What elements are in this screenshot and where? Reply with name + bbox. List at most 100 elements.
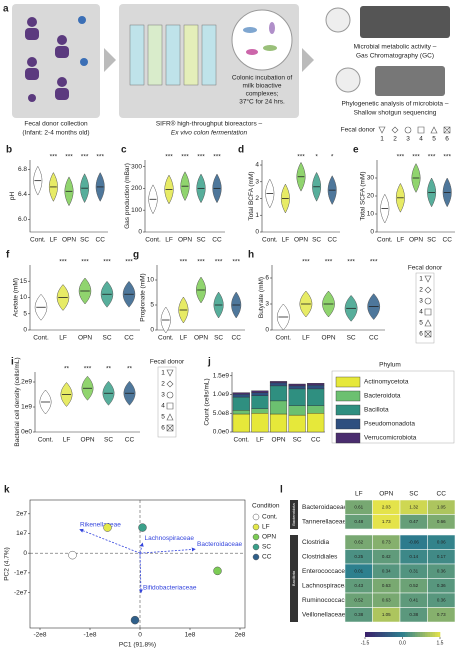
x-tick-label: LF <box>302 335 310 342</box>
y-axis-label: Gas production (mBar) <box>124 163 131 229</box>
legend-marker <box>252 513 260 521</box>
legend-label: Bacillota <box>364 407 389 414</box>
colorbar <box>435 632 438 637</box>
cell-label: 0.17 <box>437 554 446 559</box>
bar-segment <box>232 393 250 398</box>
cell-label: 0.73 <box>382 539 391 544</box>
bar-segment <box>232 410 250 415</box>
x-tick-label: CC <box>124 335 134 342</box>
donor-label: 5 <box>161 414 165 421</box>
x-tick-label: CC <box>125 437 135 444</box>
x-tick-label: OPN <box>78 335 92 342</box>
donor-shape <box>424 330 432 338</box>
colorbar <box>437 632 441 637</box>
donor-shape <box>424 308 432 316</box>
donor-shape <box>391 126 399 134</box>
column-label: LF <box>355 491 363 498</box>
donor-label: 4 <box>419 136 423 143</box>
significance: *** <box>59 259 67 266</box>
panel-letter: g <box>133 250 139 261</box>
bacteria-circle <box>231 9 293 71</box>
colorbar <box>385 632 388 637</box>
y-tick-label: 6 <box>265 275 269 282</box>
significance: *** <box>428 154 436 161</box>
donor-label: 6 <box>445 136 449 143</box>
y-tick-label: 5 <box>23 310 27 317</box>
bar-segment <box>251 390 269 393</box>
heat-cell <box>427 607 456 623</box>
cell-label: 0.63 <box>382 597 391 602</box>
bar-segment <box>307 384 325 390</box>
cell-label: 0.36 <box>437 583 446 588</box>
significance: ** <box>106 366 112 373</box>
x-tick-label: SC <box>80 237 89 244</box>
colorbar <box>425 632 428 637</box>
x-tick-label: SC <box>104 437 113 444</box>
gc-title: Microbial metabolic activity – <box>354 44 437 51</box>
bar-segment <box>269 413 288 433</box>
significance: *** <box>443 154 451 161</box>
donor-label: 3 <box>406 136 410 143</box>
colorbar <box>392 632 396 637</box>
donor-label: 1 <box>419 276 423 283</box>
bar-segment <box>307 413 325 433</box>
donor-shape <box>166 402 174 410</box>
donor-shape <box>166 369 174 377</box>
bar-segment <box>232 396 250 411</box>
cell-label: 1.05 <box>437 504 446 509</box>
donor-label: 3 <box>419 298 423 305</box>
colorbar <box>405 632 408 637</box>
plot-frame <box>29 499 246 629</box>
panel-letter: c <box>121 145 127 156</box>
donor-title: Fecal donor collection <box>24 121 88 128</box>
x-tick-label: Cont. <box>276 335 292 342</box>
x-tick-label: OPN <box>321 335 335 342</box>
arrow <box>302 48 314 72</box>
panel-letter: d <box>238 145 244 156</box>
seq-icon <box>375 66 445 96</box>
significance: *** <box>81 259 89 266</box>
significance: *** <box>397 154 405 161</box>
y-tick-label: 0 <box>23 327 27 334</box>
y-tick-label: 1 <box>255 212 259 219</box>
donor-legend-box <box>157 366 177 438</box>
bar-segment <box>269 400 288 415</box>
colorbar <box>430 632 433 637</box>
colorbar-label: 0.0 <box>399 640 406 646</box>
cell-label: 1.73 <box>382 519 391 524</box>
colorbar <box>432 632 436 637</box>
significance: *** <box>302 259 310 266</box>
bacteria <box>243 22 277 55</box>
y-tick-label: 1.5e9 <box>213 372 230 379</box>
bioreactor-sub: Ex vivo colon fermentation <box>171 130 248 137</box>
significance: *** <box>347 259 355 266</box>
bar-segment <box>269 385 288 402</box>
colorbar <box>407 632 411 637</box>
x-tick-label: OPN <box>271 437 285 444</box>
y-tick-label: 3 <box>265 301 269 308</box>
y-axis-label: Count (cells/mL) <box>204 378 211 425</box>
donor-label: 5 <box>432 136 436 143</box>
bar-segment <box>288 385 306 390</box>
point <box>213 566 222 576</box>
seq-title: Phylogenetic analysis of microbiota – <box>342 101 449 108</box>
y-tick-label: 2 <box>255 195 259 202</box>
bar-segment <box>232 392 250 395</box>
donor-shape <box>166 413 174 421</box>
heat-cell <box>427 514 456 530</box>
cell-label: 0.36 <box>437 568 446 573</box>
colorbar <box>412 632 416 637</box>
panel-a: a Fecal donor collection (Infant: 2-4 mo… <box>3 4 451 143</box>
significance: * <box>315 154 318 161</box>
y-tick-label: 2e9 <box>21 379 32 386</box>
cell-label: 0.38 <box>354 612 363 617</box>
y-tick-label: 200 <box>131 185 142 192</box>
panel-letter: b <box>6 145 12 156</box>
row-label: Clostridia <box>302 539 329 546</box>
y-tick-label: 0 <box>370 229 374 236</box>
x-axis-label: PC1 (91.8%) <box>119 642 156 649</box>
x-tick-label: SC <box>214 335 223 342</box>
loading-arrow <box>139 542 144 554</box>
x-tick-label: Cont. <box>377 237 393 244</box>
